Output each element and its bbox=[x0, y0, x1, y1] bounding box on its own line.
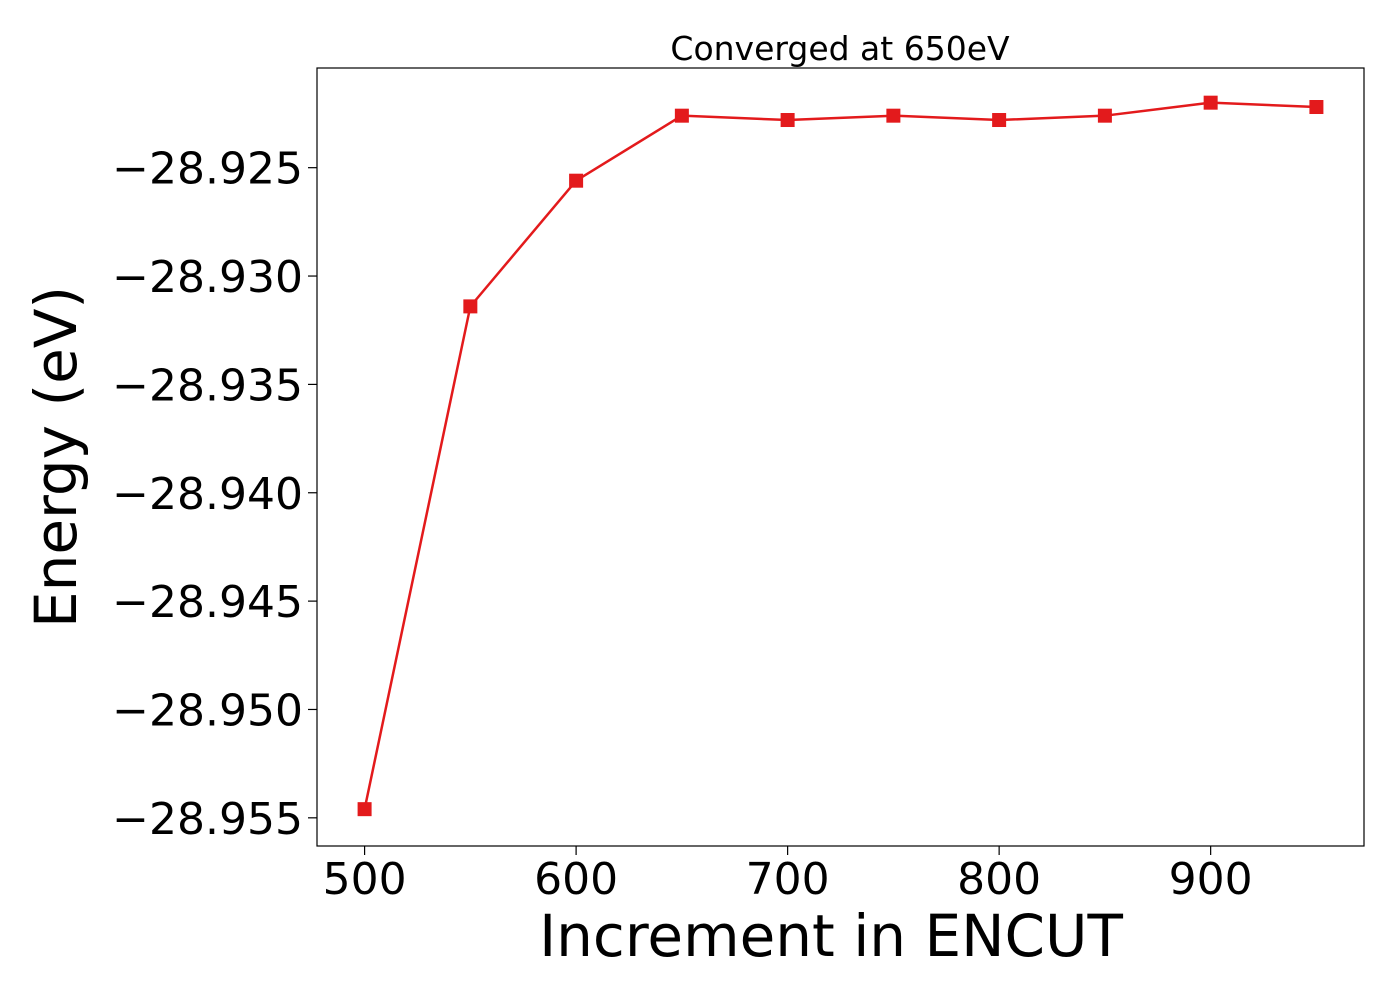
y-tick-label: −28.925 bbox=[112, 144, 303, 195]
plot-frame bbox=[316, 67, 1365, 847]
data-point bbox=[992, 113, 1007, 128]
y-tick-label: −28.940 bbox=[112, 469, 303, 520]
y-tick-label: −28.930 bbox=[112, 252, 303, 303]
data-point bbox=[1309, 100, 1324, 115]
chart-title: Converged at 650eV bbox=[670, 29, 1010, 68]
data-point bbox=[569, 173, 584, 188]
data-point bbox=[1203, 95, 1218, 110]
y-axis: −28.955 −28.950 −28.945 −28.940 −28.935 −28.9… bbox=[112, 144, 317, 845]
y-tick-label: −28.935 bbox=[112, 360, 303, 411]
data-point bbox=[674, 108, 689, 123]
data-point bbox=[357, 802, 372, 817]
y-axis-label: Energy (eV) bbox=[22, 286, 90, 628]
data-point bbox=[886, 108, 901, 123]
series-line bbox=[363, 101, 1317, 810]
series-group bbox=[357, 95, 1324, 817]
y-tick-label: −28.945 bbox=[112, 577, 303, 628]
x-tick-label: 500 bbox=[323, 854, 407, 905]
data-point bbox=[1097, 108, 1112, 123]
y-tick-label: −28.950 bbox=[112, 685, 303, 736]
x-tick-label: 700 bbox=[746, 854, 830, 905]
x-tick-label: 800 bbox=[957, 854, 1041, 905]
data-point bbox=[780, 113, 795, 128]
data-point bbox=[463, 299, 478, 314]
x-tick-label: 600 bbox=[534, 854, 618, 905]
x-axis-label: Increment in ENCUT bbox=[539, 902, 1123, 970]
x-tick-label: 900 bbox=[1169, 854, 1253, 905]
x-axis: 500 600 700 800 900 bbox=[323, 846, 1253, 905]
y-tick-label: −28.955 bbox=[112, 794, 303, 845]
